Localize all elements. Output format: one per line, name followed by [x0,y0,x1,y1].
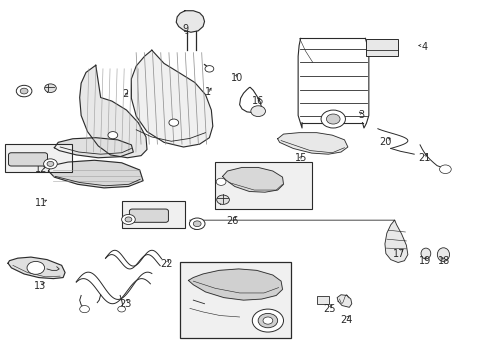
Text: 7: 7 [44,85,51,95]
Circle shape [326,114,339,124]
Circle shape [252,309,283,332]
Text: 9: 9 [182,24,188,35]
Circle shape [321,110,345,128]
Text: 13: 13 [34,281,46,291]
Text: 8: 8 [192,222,199,231]
Circle shape [168,119,178,126]
Circle shape [80,306,89,313]
Text: 23: 23 [119,299,131,309]
Text: 22: 22 [160,259,172,269]
Text: 17: 17 [392,248,405,258]
Circle shape [216,195,229,204]
Text: 16: 16 [251,96,263,106]
Text: 5: 5 [27,155,33,165]
Bar [180,262,291,338]
Ellipse shape [420,248,430,259]
Circle shape [204,66,213,72]
Text: 14: 14 [261,179,273,189]
Circle shape [250,106,265,117]
Circle shape [122,215,135,225]
Bar [316,296,328,304]
Circle shape [43,159,57,169]
Text: 12: 12 [35,164,47,174]
Text: 19: 19 [418,256,430,266]
Bar [122,201,184,228]
Text: 18: 18 [437,256,449,266]
Ellipse shape [436,248,448,261]
Circle shape [108,132,118,139]
Circle shape [27,261,44,274]
Text: 21: 21 [418,153,430,163]
Circle shape [263,317,272,324]
Text: 2: 2 [122,89,128,99]
Polygon shape [48,160,143,188]
Circle shape [47,161,54,166]
Text: 3: 3 [358,111,364,121]
Polygon shape [8,257,65,279]
Text: 15: 15 [294,153,306,163]
FancyBboxPatch shape [8,153,47,166]
Circle shape [125,217,132,222]
FancyBboxPatch shape [129,209,168,222]
Text: 20: 20 [379,138,391,147]
Text: 4: 4 [421,42,427,52]
Circle shape [189,218,204,229]
Polygon shape [336,295,351,307]
Text: 7: 7 [217,197,223,207]
Polygon shape [222,167,283,192]
Text: 24: 24 [340,315,352,325]
Circle shape [118,306,125,312]
Polygon shape [80,65,147,158]
Text: 6: 6 [146,213,152,222]
Text: 10: 10 [231,73,243,83]
Circle shape [216,178,225,185]
Circle shape [20,88,28,94]
Polygon shape [54,138,133,158]
Circle shape [439,165,450,174]
Polygon shape [277,133,347,154]
Text: 26: 26 [226,216,239,226]
Bar [366,39,397,56]
Bar [215,162,311,209]
Circle shape [44,84,56,93]
Circle shape [193,221,201,226]
Text: 11: 11 [35,198,47,208]
Polygon shape [384,220,407,262]
Circle shape [16,85,32,97]
Circle shape [258,314,277,328]
Text: 8: 8 [19,89,25,99]
Polygon shape [131,50,212,147]
Text: 1: 1 [204,87,210,97]
Polygon shape [176,11,204,32]
Bar [4,144,72,172]
Polygon shape [188,269,282,300]
Text: 25: 25 [323,304,335,314]
